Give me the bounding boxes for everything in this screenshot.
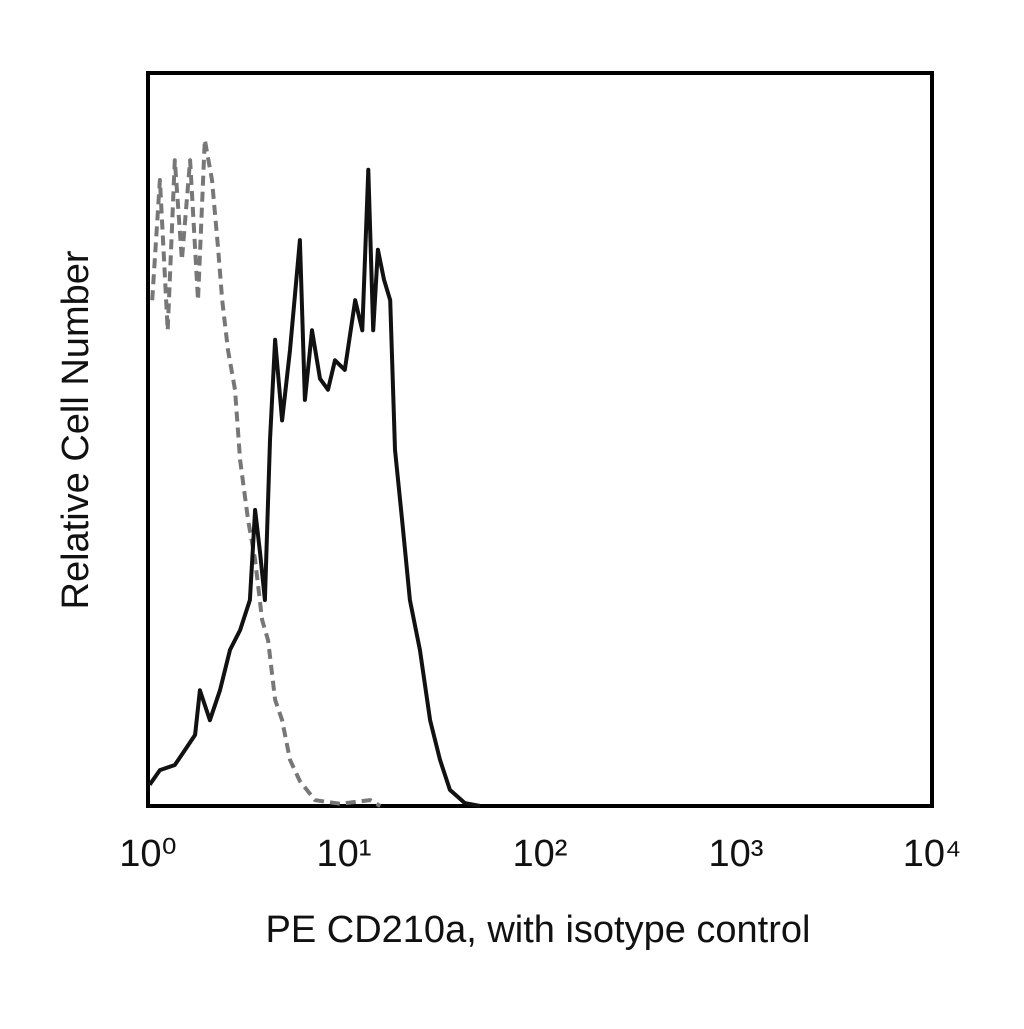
histogram-line xyxy=(148,167,481,808)
x-tick-label: 10¹ xyxy=(317,833,372,875)
plot-frame xyxy=(146,71,934,808)
x-tick-label: 10³ xyxy=(709,833,764,875)
y-axis-label: Relative Cell Number xyxy=(55,250,97,609)
x-tick-label: 10⁰ xyxy=(119,833,177,875)
histogram-line xyxy=(150,137,382,808)
x-tick-label: 10² xyxy=(513,833,568,875)
x-tick-label: 10⁴ xyxy=(903,833,962,875)
x-axis-label: PE CD210a, with isotype control xyxy=(266,909,811,951)
